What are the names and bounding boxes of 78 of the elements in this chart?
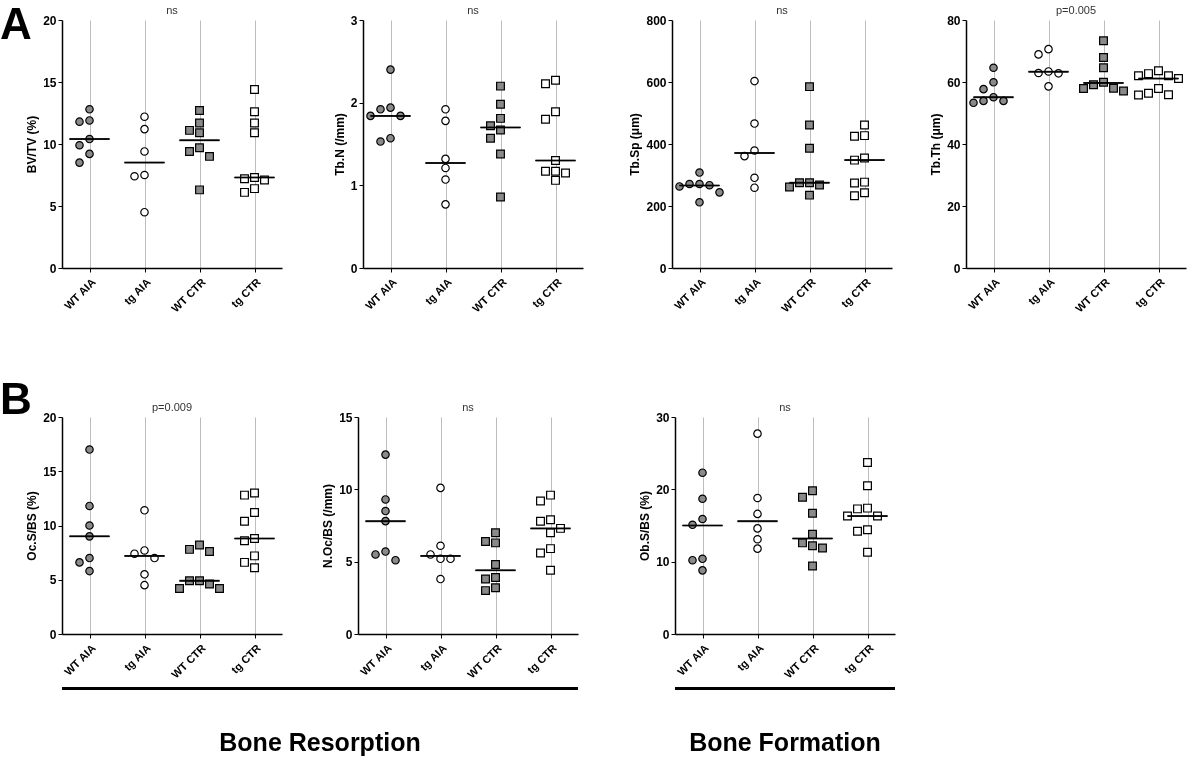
y-tick-label: 15 bbox=[43, 75, 57, 90]
y-tick-label: 5 bbox=[49, 573, 57, 588]
text: ns bbox=[462, 401, 475, 413]
y-tick-label: 10 bbox=[339, 482, 353, 497]
y-axis-title: Oc.S/BS (%) bbox=[25, 491, 40, 561]
y-tick-label: 200 bbox=[646, 199, 667, 214]
y-tick-label: 20 bbox=[43, 410, 57, 425]
x-tick-label: WT CTR bbox=[470, 275, 509, 315]
x-tick-label: tg AIA bbox=[734, 641, 766, 673]
x-tick-label: WT CTR bbox=[779, 275, 818, 315]
x-tick-label: tg AIA bbox=[1025, 275, 1057, 307]
x-tick-label: tg CTR bbox=[841, 641, 876, 676]
x-tick-label: tg AIA bbox=[417, 641, 449, 673]
text: Bone Formation bbox=[688, 728, 882, 757]
y-tick-label: 2 bbox=[350, 96, 358, 111]
text: p=0.005 bbox=[1055, 4, 1097, 16]
text: ns bbox=[776, 4, 789, 16]
chart-title: A bbox=[0, 0, 32, 48]
x-tick-label: tg CTR bbox=[838, 275, 873, 310]
y-axis-title: Tb.N (/mm) bbox=[332, 113, 347, 176]
y-axis-title: Tb.Th (μm) bbox=[929, 113, 944, 176]
y-tick-label: 20 bbox=[656, 482, 670, 497]
x-tick-label: WT CTR bbox=[169, 641, 208, 681]
text: ns bbox=[166, 4, 179, 16]
y-axis-title: Tb.Sp (μm) bbox=[628, 113, 643, 176]
y-tick-label: 600 bbox=[646, 75, 667, 90]
y-axis-title: Ob.S/BS (%) bbox=[638, 490, 653, 562]
text: ns bbox=[467, 4, 480, 16]
y-tick-label: 1 bbox=[350, 178, 358, 193]
y-tick-label: 5 bbox=[345, 555, 353, 570]
y-tick-label: 10 bbox=[656, 555, 670, 570]
y-tick-label: 15 bbox=[43, 464, 57, 479]
x-tick-label: tg CTR bbox=[524, 641, 559, 676]
y-tick-label: 400 bbox=[646, 137, 667, 152]
y-tick-label: 800 bbox=[646, 13, 667, 28]
chart-title: B bbox=[0, 374, 32, 423]
y-tick-label: 10 bbox=[43, 137, 57, 152]
text: Bone Resorption bbox=[218, 728, 422, 757]
y-tick-label: 5 bbox=[49, 199, 57, 214]
x-tick-label: WT AIA bbox=[61, 641, 98, 678]
x-tick-label: tg AIA bbox=[121, 275, 153, 307]
x-tick-label: WT CTR bbox=[1073, 275, 1112, 315]
x-tick-label: WT AIA bbox=[362, 275, 399, 312]
x-tick-label: tg AIA bbox=[422, 275, 454, 307]
y-tick-label: 40 bbox=[947, 137, 961, 152]
x-tick-label: tg CTR bbox=[228, 275, 263, 310]
x-tick-label: tg CTR bbox=[1132, 275, 1167, 310]
y-tick-label: 20 bbox=[43, 13, 57, 28]
y-tick-label: 0 bbox=[662, 627, 670, 642]
y-tick-label: 0 bbox=[953, 261, 961, 276]
y-axis-title: BV/TV (%) bbox=[25, 115, 40, 174]
x-tick-label: tg CTR bbox=[228, 641, 263, 676]
x-tick-label: WT CTR bbox=[465, 641, 504, 681]
y-tick-label: 10 bbox=[43, 519, 57, 533]
y-tick-label: 20 bbox=[947, 199, 961, 214]
x-tick-label: tg CTR bbox=[529, 275, 564, 310]
y-axis-title: N.Oc/BS (/mm) bbox=[321, 483, 336, 569]
x-tick-label: WT CTR bbox=[782, 641, 821, 681]
y-tick-label: 60 bbox=[947, 75, 961, 90]
y-tick-label: 30 bbox=[656, 410, 670, 425]
text: p=0.009 bbox=[151, 401, 193, 413]
x-tick-label: WT AIA bbox=[61, 275, 98, 312]
y-tick-label: 0 bbox=[659, 261, 667, 276]
x-tick-label: tg AIA bbox=[121, 641, 153, 673]
x-tick-label: tg AIA bbox=[731, 275, 763, 307]
x-tick-label: WT AIA bbox=[674, 641, 711, 678]
text: ns bbox=[779, 401, 792, 413]
y-tick-label: 0 bbox=[49, 261, 57, 276]
x-tick-label: WT AIA bbox=[357, 641, 394, 678]
y-tick-label: 0 bbox=[345, 627, 353, 642]
y-tick-label: 15 bbox=[339, 410, 353, 425]
y-tick-label: 0 bbox=[350, 261, 358, 276]
x-tick-label: WT CTR bbox=[169, 275, 208, 315]
x-tick-label: WT AIA bbox=[671, 275, 708, 312]
y-tick-label: 80 bbox=[947, 13, 961, 28]
y-tick-label: 3 bbox=[350, 13, 358, 28]
y-tick-label: 0 bbox=[49, 627, 57, 642]
x-tick-label: WT AIA bbox=[965, 275, 1002, 312]
